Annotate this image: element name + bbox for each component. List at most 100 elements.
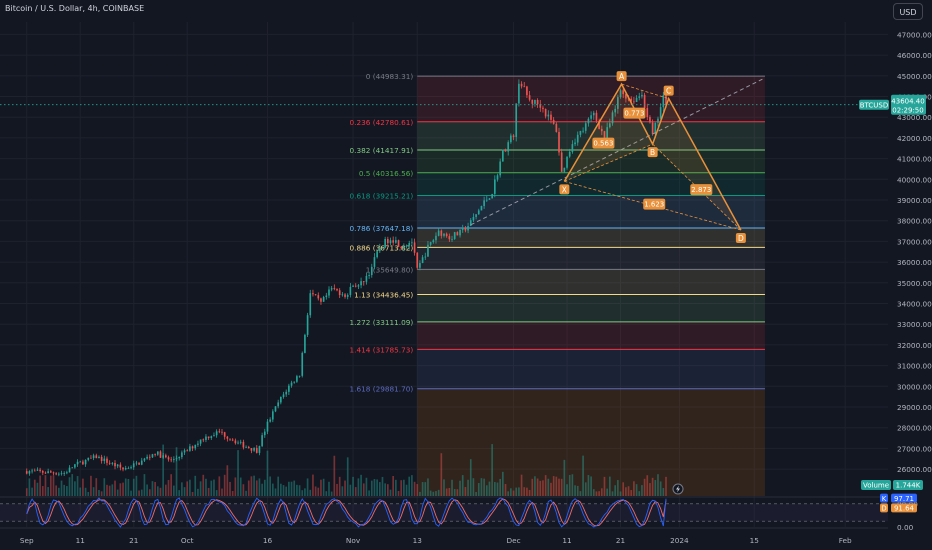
candle [87, 457, 90, 460]
candle [39, 469, 41, 471]
candle [606, 127, 608, 139]
volume-bar [496, 482, 499, 496]
candle [290, 382, 293, 386]
volume-bar [381, 476, 384, 496]
candle [590, 115, 592, 119]
volume-bar [400, 480, 403, 496]
volume-bar [523, 487, 526, 496]
candle [127, 467, 130, 469]
candle [384, 239, 386, 248]
candle [451, 238, 453, 240]
volume-bar [143, 474, 146, 496]
volume-bar [598, 491, 600, 496]
candle [306, 315, 309, 335]
volume-bar [320, 479, 322, 496]
volume-bar [504, 483, 507, 496]
pattern-ratio-line [564, 143, 653, 182]
candle [659, 107, 662, 119]
candle [266, 421, 269, 432]
pattern-ratio-label: 1.623 [644, 201, 664, 209]
candle [25, 471, 28, 474]
volume-bar [467, 479, 469, 496]
candle [496, 175, 499, 180]
candle [520, 83, 523, 87]
volume-bar [357, 478, 360, 496]
candle [657, 118, 659, 123]
volume-bar [625, 487, 627, 496]
volume-bar [638, 491, 641, 496]
candle [336, 289, 338, 291]
volume-bars [25, 444, 667, 496]
candle [349, 286, 352, 295]
volume-bar [475, 491, 477, 496]
candle [635, 97, 638, 103]
price-tick-label: 42000.00 [897, 134, 932, 143]
candle [205, 436, 207, 440]
volume-bar [362, 483, 365, 496]
volume-bar [587, 475, 590, 496]
volume-bar [568, 474, 571, 496]
candle [175, 458, 178, 460]
price-axis[interactable]: 47000.0046000.0045000.0044000.0043000.00… [897, 30, 932, 532]
stoch-d-line [26, 498, 667, 527]
currency-selector[interactable]: USD [893, 3, 923, 20]
candle [58, 473, 60, 475]
candle [443, 233, 445, 236]
volume-bar [49, 475, 52, 496]
volume-bar [459, 480, 461, 496]
candle [344, 294, 346, 297]
volume-bar [25, 488, 28, 496]
candle [550, 114, 552, 120]
candle [611, 112, 614, 124]
candle [140, 460, 143, 465]
time-axis[interactable]: Sep 11 21 Oct 16 Nov 13 Dec 11 21 2024 15 Feb [20, 536, 852, 545]
volume-bar [376, 479, 378, 496]
volume-bar [68, 477, 71, 496]
candle [469, 220, 472, 227]
volume-bar [280, 483, 282, 496]
stoch-k-line [26, 497, 667, 528]
volume-bar [156, 486, 159, 496]
volume-bar [60, 480, 63, 496]
candle [189, 446, 191, 451]
volume-bar [306, 478, 309, 496]
time-tick-label: 11 [562, 536, 571, 545]
fib-level-label: 0.382 (41417.91) [350, 146, 414, 155]
volume-bar [71, 474, 74, 496]
stoch-k-tag-bg [880, 493, 888, 503]
candle [314, 294, 317, 296]
candle [485, 199, 488, 201]
volume-bar [205, 478, 207, 496]
candle [255, 448, 258, 453]
volume-bar [502, 471, 504, 496]
fib-level-label: 0.786 (37647.18) [350, 224, 414, 233]
fib-zone [417, 388, 765, 496]
volume-bar [317, 487, 320, 496]
volume-bar [365, 477, 368, 496]
candle [435, 235, 437, 241]
candle [625, 94, 627, 99]
time-tick-label: 2024 [670, 536, 689, 545]
candle [282, 394, 285, 397]
volume-bar [221, 488, 223, 496]
stoch-d-tag: D [881, 505, 886, 513]
trend-line[interactable] [470, 77, 766, 226]
harmonic-pattern[interactable]: X A B C D 0.773 0.563 1.623 2.873 [559, 71, 746, 244]
candle [165, 455, 167, 458]
volume-bar [595, 491, 598, 496]
candle [221, 431, 223, 433]
candle [373, 257, 376, 267]
fibonacci-retracement[interactable]: 0 (44983.31) 0.236 (42780.61) 0.382 (41417… [350, 72, 765, 496]
volume-bar [456, 489, 459, 496]
price-tick-label: 34000.00 [897, 300, 932, 309]
candle [135, 462, 138, 464]
volume-bar [520, 474, 523, 496]
volume-bar [271, 483, 274, 496]
pattern-ratio-line [621, 83, 669, 99]
candle [226, 436, 229, 439]
candle [247, 446, 250, 449]
candle [654, 122, 657, 134]
volume-bar [453, 489, 456, 496]
candle [392, 240, 395, 243]
